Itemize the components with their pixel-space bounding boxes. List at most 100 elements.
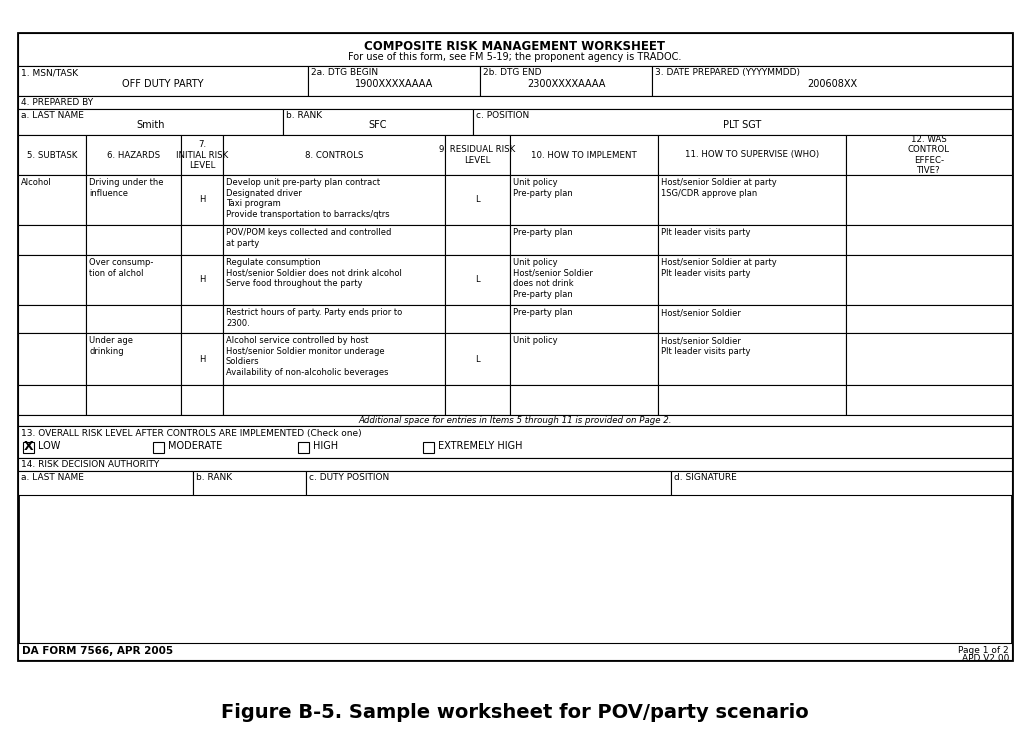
Bar [658,225,846,255]
Text: 1900XXXXAAAA: 1900XXXXAAAA [355,79,434,89]
Bar [658,333,846,385]
Text: a. LAST NAME: a. LAST NAME [21,473,83,482]
Text: H: H [199,196,205,205]
Text: 200608XX: 200608XX [806,79,857,89]
Text: Unit policy
Host/senior Soldier
does not drink
Pre-party plan: Unit policy Host/senior Soldier does not… [513,258,593,299]
Text: 4. PREPARED BY: 4. PREPARED BY [21,98,93,107]
Bar [658,135,846,175]
Bar [18,96,1012,109]
Bar [445,225,510,255]
Bar [181,385,224,415]
Text: b. RANK: b. RANK [286,111,322,120]
Text: SFC: SFC [369,120,387,130]
Bar [181,135,224,175]
Text: Over consump-
tion of alchol: Over consump- tion of alchol [89,258,153,278]
Bar [18,225,85,255]
Text: 12. WAS
CONTROL
EFFEC-
TIVE?: 12. WAS CONTROL EFFEC- TIVE? [908,135,950,175]
Bar [18,33,1012,66]
Text: d. SIGNATURE: d. SIGNATURE [674,473,736,482]
Text: 7.
INITIAL RISK
LEVEL: 7. INITIAL RISK LEVEL [176,140,228,170]
Text: Alcohol service controlled by host
Host/senior Soldier monitor underage
Soldiers: Alcohol service controlled by host Host/… [226,336,388,378]
Text: DA FORM 7566, APR 2005: DA FORM 7566, APR 2005 [22,646,173,656]
Text: Regulate consumption
Host/senior Soldier does not drink alcohol
Serve food throu: Regulate consumption Host/senior Soldier… [226,258,402,288]
Bar [445,255,510,305]
Bar [306,471,671,495]
Text: 10. HOW TO IMPLEMENT: 10. HOW TO IMPLEMENT [531,150,637,159]
Bar [846,385,1012,415]
Bar [181,305,224,333]
Bar [85,225,181,255]
Bar [846,305,1012,333]
Text: b. RANK: b. RANK [196,473,232,482]
Text: L: L [475,355,480,363]
Text: MODERATE: MODERATE [168,441,222,451]
Text: H: H [199,355,205,363]
Bar [510,333,658,385]
Bar [298,442,309,452]
Bar [510,135,658,175]
Bar [224,225,445,255]
Text: APD V2.00: APD V2.00 [962,654,1009,663]
Bar [224,135,445,175]
Bar [846,333,1012,385]
Text: Host/senior Soldier at party
1SG/CDR approve plan: Host/senior Soldier at party 1SG/CDR app… [661,178,777,198]
Bar [658,385,846,415]
Bar [510,175,658,225]
Bar [658,175,846,225]
Text: Smith: Smith [136,120,165,130]
Text: Host/senior Soldier at party
Plt leader visits party: Host/senior Soldier at party Plt leader … [661,258,777,278]
Text: 2300XXXXAAAA: 2300XXXXAAAA [526,79,606,89]
Text: 14. RISK DECISION AUTHORITY: 14. RISK DECISION AUTHORITY [21,460,160,469]
Text: a. LAST NAME: a. LAST NAME [21,111,83,120]
Text: Driving under the
influence: Driving under the influence [89,178,164,198]
Bar [308,66,480,96]
Text: 1. MSN/TASK: 1. MSN/TASK [21,68,78,77]
Bar [18,471,193,495]
Bar [85,305,181,333]
Bar [846,255,1012,305]
Bar [85,385,181,415]
Text: 5. SUBTASK: 5. SUBTASK [27,150,77,159]
Bar [283,109,473,135]
Text: PLT SGT: PLT SGT [723,120,761,130]
Bar [85,333,181,385]
Bar [445,175,510,225]
Text: Alcohol: Alcohol [21,178,52,187]
Text: 13. OVERALL RISK LEVEL AFTER CONTROLS ARE IMPLEMENTED (Check one): 13. OVERALL RISK LEVEL AFTER CONTROLS AR… [21,429,362,438]
Text: Develop unit pre-party plan contract
Designated driver
Taxi program
Provide tran: Develop unit pre-party plan contract Des… [226,178,389,219]
Text: Pre-party plan: Pre-party plan [513,228,573,237]
Bar [224,333,445,385]
Text: Pre-party plan: Pre-party plan [513,308,573,317]
Bar [85,175,181,225]
Text: Host/senior Soldier
Plt leader visits party: Host/senior Soldier Plt leader visits pa… [661,336,751,356]
Bar [510,225,658,255]
Bar [85,135,181,175]
Bar [181,175,224,225]
Bar [473,109,1012,135]
Text: X: X [24,440,33,454]
Text: COMPOSITE RISK MANAGEMENT WORKSHEET: COMPOSITE RISK MANAGEMENT WORKSHEET [365,40,665,53]
Bar [445,135,510,175]
Bar [18,415,1012,426]
Text: 2a. DTG BEGIN: 2a. DTG BEGIN [311,68,378,77]
Bar [652,66,1012,96]
Bar [18,175,85,225]
Bar [510,255,658,305]
Text: H: H [199,276,205,285]
Text: Unit policy: Unit policy [513,336,557,345]
Bar [423,442,434,452]
Bar [445,333,510,385]
Bar [181,333,224,385]
Bar [658,255,846,305]
Bar [846,135,1012,175]
Text: c. DUTY POSITION: c. DUTY POSITION [309,473,389,482]
Text: 2b. DTG END: 2b. DTG END [483,68,542,77]
Bar [18,255,85,305]
Bar [18,305,85,333]
Bar [18,643,1012,660]
Bar [18,458,1012,471]
Bar [846,225,1012,255]
Text: Host/senior Soldier: Host/senior Soldier [661,308,741,317]
Bar [480,66,652,96]
Bar [224,385,445,415]
